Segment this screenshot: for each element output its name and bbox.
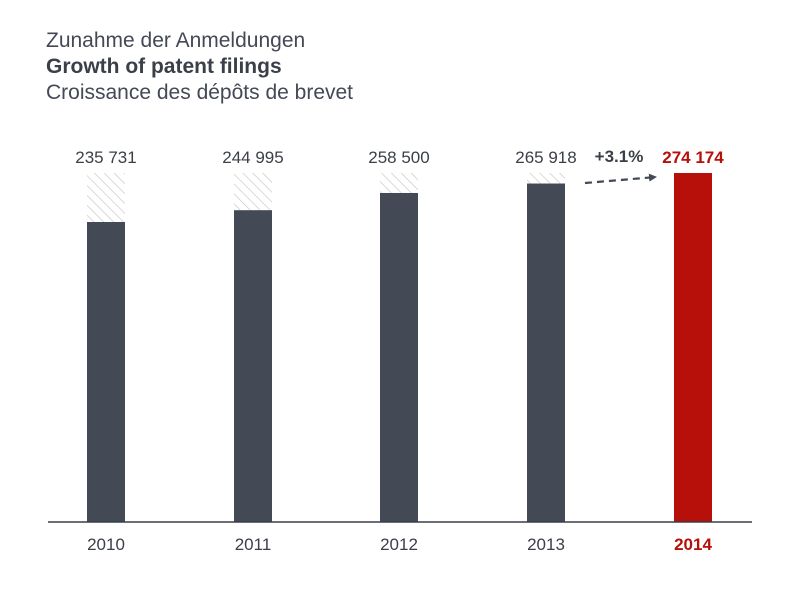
bar-reference-hatch-2012: [380, 173, 418, 193]
value-label-2010: 235 731: [75, 148, 136, 167]
growth-annotation: +3.1%: [595, 147, 644, 166]
chart-titles: Zunahme der Anmeldungen Growth of patent…: [46, 28, 353, 106]
bars-group: [87, 173, 712, 523]
title-french: Croissance des dépôts de brevet: [46, 81, 354, 104]
bar-2014: [674, 173, 712, 522]
value-label-2011: 244 995: [222, 148, 283, 167]
bar-2013: [527, 183, 565, 523]
x-tick-label-2013: 2013: [527, 535, 565, 554]
bar-reference-hatch-2011: [234, 173, 272, 211]
growth-arrow: [584, 173, 657, 185]
bar-2011: [234, 210, 272, 523]
bar-2012: [380, 192, 418, 522]
value-label-2012: 258 500: [368, 148, 429, 167]
bar-2010: [87, 222, 125, 522]
bar-reference-hatch-2010: [87, 173, 125, 222]
value-label-2013: 265 918: [515, 148, 576, 167]
labels-group: 235 731 2010 244 995 2011 258 500 2012 265 918…: [75, 148, 724, 554]
x-tick-label-2012: 2012: [380, 535, 418, 554]
value-label-2014: 274 174: [662, 148, 724, 167]
x-tick-label-2014: 2014: [674, 535, 712, 554]
x-tick-label-2010: 2010: [87, 535, 125, 554]
title-german: Zunahme der Anmeldungen: [46, 29, 306, 52]
bar-reference-hatch-2013: [527, 173, 565, 184]
x-tick-label-2011: 2011: [235, 535, 272, 554]
title-english: Growth of patent filings: [46, 55, 282, 78]
